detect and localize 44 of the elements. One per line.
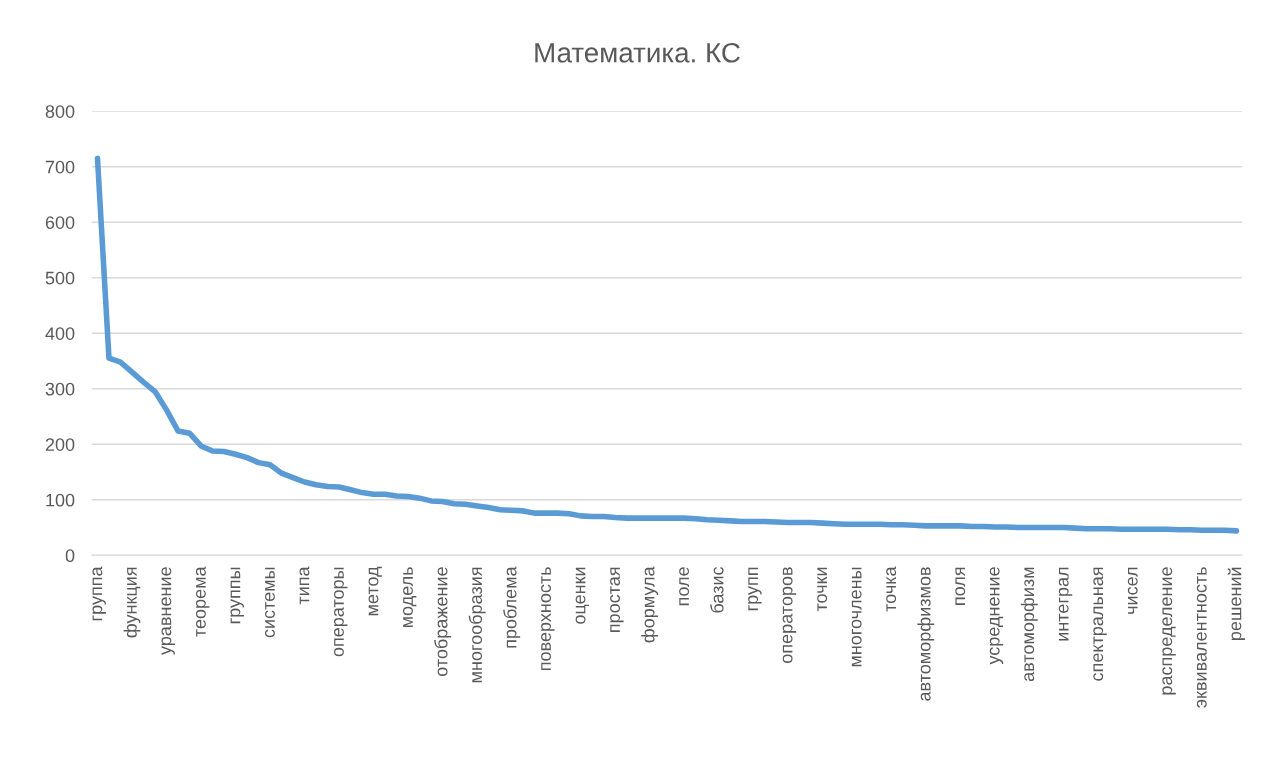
y-tick-label: 600 xyxy=(45,216,75,229)
x-tick-label: модель xyxy=(403,567,417,628)
x-tick-label: чисел xyxy=(1127,567,1138,614)
y-tick-label: 700 xyxy=(45,160,75,174)
y-tick-label: 200 xyxy=(45,438,75,451)
y-tick-label: 800 xyxy=(45,105,75,118)
x-tick-label: многочлены xyxy=(851,567,862,667)
x-tick-label: отображение xyxy=(434,567,452,677)
y-tick-label: 300 xyxy=(45,382,75,396)
x-tick-label: поля xyxy=(955,567,966,605)
x-tick-label: уравнение xyxy=(161,567,175,655)
x-tick-label: автоморфизмов xyxy=(917,567,935,701)
x-tick-label: типа xyxy=(299,566,310,605)
x-tick-label: решений xyxy=(1227,567,1245,640)
x-tick-label: группы xyxy=(230,567,244,624)
x-tick-label: группа xyxy=(92,566,106,621)
x-tick-label: спектральная xyxy=(1093,567,1107,681)
x-tick-label: поле xyxy=(679,567,690,606)
x-tick-label: функция xyxy=(123,567,141,638)
chart-title: Математика. КС xyxy=(535,42,740,63)
x-tick-label: операторов xyxy=(782,567,797,663)
x-tick-label: поверхность xyxy=(541,567,555,670)
x-tick-label: базис xyxy=(710,566,724,613)
x-tick-label: усреднение xyxy=(989,567,1004,665)
y-tick-label: 500 xyxy=(45,271,75,285)
x-tick-label: операторы xyxy=(334,567,348,657)
x-tick-label: оценки xyxy=(575,567,589,624)
x-tick-label: точки xyxy=(817,567,828,612)
x-tick-label: многообразия xyxy=(468,567,486,683)
x-tick-label: распределение xyxy=(1162,567,1176,695)
x-tick-label: простая xyxy=(610,567,624,632)
x-tick-label: системы xyxy=(265,567,275,638)
x-tick-label: проблема xyxy=(503,566,521,648)
x-tick-label: формула xyxy=(641,566,659,643)
x-tick-label: метод xyxy=(368,566,382,616)
y-tick-label: 0 xyxy=(65,549,75,563)
x-tick-label: эквивалентность xyxy=(1196,567,1207,708)
y-tick-label: 100 xyxy=(46,493,75,507)
x-tick-label: автоморфизм xyxy=(1020,567,1038,682)
x-tick-label: точка xyxy=(886,566,897,612)
y-tick-label: 400 xyxy=(45,327,75,340)
x-tick-label: интеграл xyxy=(1058,567,1073,641)
x-tick-label: групп xyxy=(748,567,762,611)
x-tick-label: теорема xyxy=(195,566,210,637)
